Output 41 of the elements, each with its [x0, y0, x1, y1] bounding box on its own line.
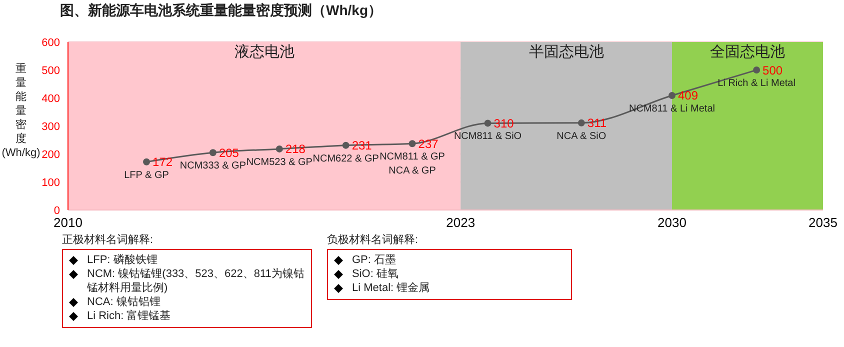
point — [753, 66, 760, 74]
x-tick-label: 2030 — [658, 215, 686, 230]
data-label: 311 — [587, 116, 607, 130]
annotation: NCM811 & GP — [380, 152, 446, 163]
y-tick-label: 500 — [42, 64, 60, 77]
y-tick-label: 400 — [42, 92, 60, 105]
annotation: NCM622 & GP — [312, 153, 380, 164]
chart-title: 图、新能源车电池系统重量能量密度预测（Wh/kg） — [60, 2, 382, 20]
text: 正极材料名词解释: LFP: 磷酸铁锂 NCM: 镍钴锰锂(333、523、622、811为镍钴锰材料用量比例) NCA: 镍钴铝锂 Li Rich: 富锂锰基 — [62, 233, 306, 323]
band-label: 全固态电池 — [710, 44, 785, 61]
point — [408, 140, 416, 148]
point — [484, 120, 492, 127]
point — [668, 92, 676, 99]
x-tick-label: 2035 — [808, 215, 838, 230]
y-tick-label: 600 — [42, 36, 60, 49]
x-tick-label: 2023 — [446, 215, 476, 230]
point — [209, 149, 216, 156]
x-tick-label: 2010 — [54, 215, 82, 230]
annotation: NCA & GP — [388, 166, 436, 177]
annotation: Li Rich & Li Metal — [718, 78, 796, 89]
annotation: NCM811 & SiO — [454, 131, 522, 142]
y-axis-title: 重量能量密度(Wh/kg) — [1, 62, 41, 160]
text: 负极材料名词解释: GP: 石墨 SiO: 硅氧 Li Metal: 锂金属 — [327, 233, 431, 295]
point — [143, 158, 150, 166]
annotation: LFP & GP — [124, 170, 170, 181]
point — [276, 145, 283, 152]
annotation: NCM333 & GP — [180, 160, 246, 172]
y-tick-label: 200 — [42, 148, 60, 161]
y-tick-label: 300 — [42, 120, 60, 133]
y-tick-label: 100 — [42, 176, 60, 189]
annotation: NCM523 & GP — [246, 156, 313, 168]
point — [578, 119, 585, 126]
point — [342, 142, 350, 149]
data-label: 310 — [494, 116, 514, 130]
y-tick-label: 0 — [54, 204, 60, 217]
annotation: NCA & SiO — [556, 130, 606, 142]
data-label: 409 — [678, 88, 698, 103]
data-label: 500 — [762, 63, 783, 78]
band-label: 半固态电池 — [528, 44, 604, 61]
band-label: 液态电池 — [234, 44, 294, 61]
data-label: 237 — [418, 136, 439, 151]
